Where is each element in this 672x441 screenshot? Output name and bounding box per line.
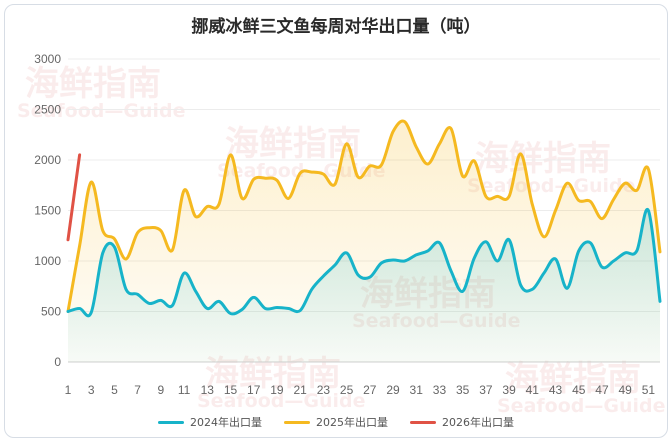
legend-swatch-2024 — [158, 420, 184, 424]
x-tick-31: 31 — [410, 383, 424, 397]
watermark-main-2: 海鲜指南 — [475, 139, 611, 179]
x-tick-25: 25 — [340, 383, 354, 397]
x-tick-13: 13 — [201, 383, 215, 397]
x-tick-7: 7 — [134, 383, 141, 397]
legend-swatch-2026 — [410, 420, 436, 424]
watermark-sub-5: Seafood—Guide — [497, 395, 666, 417]
y-tick-0: 0 — [54, 355, 61, 369]
x-axis-ticks: 1 3 5 7 9 11 13 15 17 19 21 23 25 27 29 31 33 35 37 39 41 43 4… — [65, 383, 656, 397]
legend-swatch-2025 — [284, 420, 310, 424]
series-lines — [66, 119, 662, 318]
y-axis-ticks: 0 500 1000 1500 2000 2500 3000 — [34, 52, 61, 369]
series-line-1[interactable] — [66, 119, 662, 313]
legend-item-2026[interactable]: 2026年出口量 — [410, 414, 514, 430]
x-tick-49: 49 — [618, 383, 632, 397]
y-tick-1500: 1500 — [34, 204, 61, 218]
x-tick-15: 15 — [224, 383, 238, 397]
x-tick-37: 37 — [479, 383, 493, 397]
x-tick-3: 3 — [88, 383, 95, 397]
watermark-sub-2: Seafood—Guide — [467, 175, 636, 197]
x-tick-1: 1 — [65, 383, 72, 397]
y-tick-3000: 3000 — [34, 52, 61, 66]
legend-item-2025[interactable]: 2025年出口量 — [284, 414, 388, 430]
watermark-main-1: 海鲜指南 — [225, 124, 361, 164]
legend-label-2025: 2025年出口量 — [316, 416, 388, 429]
series-line-2[interactable] — [66, 153, 82, 242]
x-tick-21: 21 — [293, 383, 307, 397]
watermark-sub-0: Seafood—Guide — [17, 100, 186, 122]
legend-label-2026: 2026年出口量 — [442, 416, 514, 429]
y-tick-2500: 2500 — [34, 103, 61, 117]
x-tick-43: 43 — [549, 383, 563, 397]
chart-card: 挪威冰鲜三文鱼每周对华出口量（吨） 海鲜指南 Seafood—Guide 海鲜指南 S… — [4, 4, 668, 438]
x-tick-51: 51 — [642, 383, 656, 397]
series-line-0[interactable] — [66, 208, 662, 318]
y-tick-500: 500 — [41, 305, 61, 319]
x-tick-11: 11 — [178, 383, 191, 397]
x-tick-19: 19 — [270, 383, 284, 397]
x-tick-41: 41 — [526, 383, 540, 397]
x-tick-47: 47 — [595, 383, 609, 397]
legend: 2024年出口量 2025年出口量 2026年出口量 — [5, 414, 667, 430]
chart-title: 挪威冰鲜三文鱼每周对华出口量（吨） — [191, 17, 481, 37]
x-tick-27: 27 — [363, 383, 377, 397]
x-tick-9: 9 — [158, 383, 165, 397]
x-tick-23: 23 — [317, 383, 331, 397]
x-tick-35: 35 — [456, 383, 470, 397]
x-tick-17: 17 — [247, 383, 261, 397]
x-tick-39: 39 — [502, 383, 516, 397]
watermark-main-0: 海鲜指南 — [25, 64, 161, 104]
x-tick-29: 29 — [386, 383, 400, 397]
x-tick-33: 33 — [433, 383, 447, 397]
legend-label-2024: 2024年出口量 — [190, 416, 262, 429]
x-tick-5: 5 — [111, 383, 118, 397]
watermark-main-5: 海鲜指南 — [505, 359, 641, 399]
y-tick-2000: 2000 — [34, 153, 61, 167]
x-tick-45: 45 — [572, 383, 586, 397]
watermark-sub-4: Seafood—Guide — [197, 390, 366, 412]
y-tick-1000: 1000 — [34, 254, 61, 268]
legend-item-2024[interactable]: 2024年出口量 — [158, 414, 262, 430]
